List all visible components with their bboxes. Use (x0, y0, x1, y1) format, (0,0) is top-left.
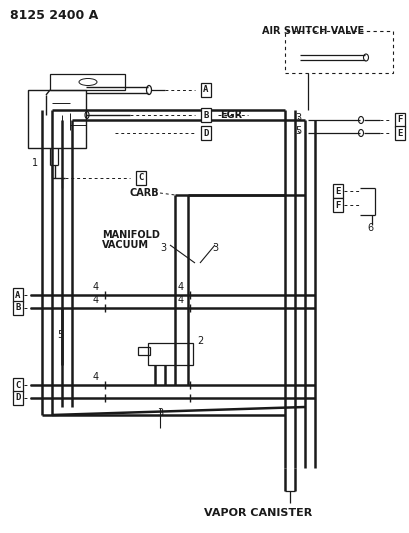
Text: CARB: CARB (130, 188, 159, 198)
Bar (138, 347, 150, 355)
Text: 4: 4 (93, 282, 99, 292)
Text: 4: 4 (178, 295, 184, 305)
Text: 5: 5 (294, 126, 300, 136)
Text: E: E (335, 187, 340, 196)
Text: 6: 6 (366, 223, 372, 233)
Text: 4: 4 (93, 372, 99, 382)
Text: 1: 1 (32, 158, 38, 168)
Text: C: C (15, 381, 20, 390)
Text: AIR SWITCH VALVE: AIR SWITCH VALVE (261, 26, 363, 36)
Text: MANIFOLD: MANIFOLD (102, 230, 160, 240)
Text: B: B (15, 303, 20, 312)
Text: EGR: EGR (220, 110, 242, 120)
Text: 2: 2 (196, 336, 202, 346)
Text: 3: 3 (157, 408, 163, 418)
Text: 3: 3 (160, 243, 166, 253)
Text: C: C (138, 174, 143, 182)
Bar (284, 31, 392, 73)
Text: F: F (396, 116, 402, 125)
Text: 4: 4 (178, 282, 184, 292)
Bar (50, 74, 125, 90)
Text: A: A (15, 290, 20, 300)
Text: F: F (335, 200, 340, 209)
Text: B: B (203, 110, 208, 119)
Text: E: E (396, 128, 402, 138)
Text: A: A (203, 85, 208, 94)
Bar (148, 343, 193, 365)
Text: VAPOR CANISTER: VAPOR CANISTER (203, 508, 311, 518)
Text: 3: 3 (294, 113, 300, 123)
Text: 4: 4 (93, 295, 99, 305)
Text: 8125 2400 A: 8125 2400 A (10, 9, 98, 22)
Text: VACUUM: VACUUM (102, 240, 148, 250)
Text: 3: 3 (211, 243, 218, 253)
Text: D: D (15, 393, 20, 402)
Bar (28, 90, 86, 148)
Text: 5: 5 (57, 330, 63, 340)
Text: D: D (203, 128, 208, 138)
